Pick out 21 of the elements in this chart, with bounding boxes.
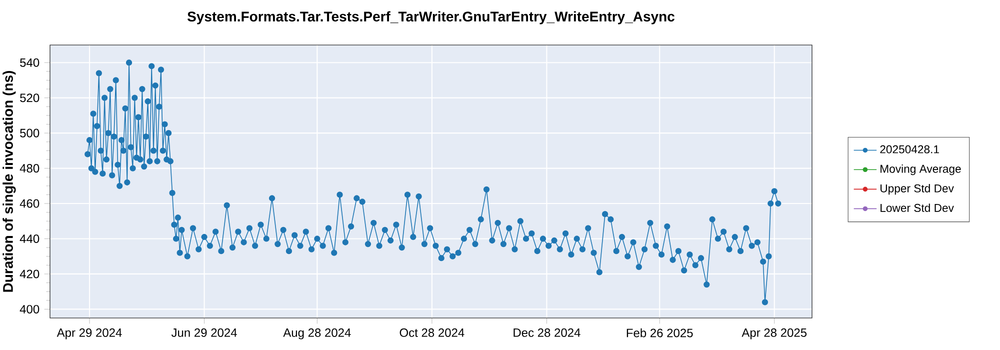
legend-label: Upper Std Dev [880,184,954,195]
x-tick-label: Oct 28 2024 [400,328,464,337]
legend-label: Moving Average [880,164,961,176]
y-tick-label: 480 [20,164,40,173]
x-tick-label: Dec 28 2024 [514,328,580,337]
x-tick-label: Apr 29 2024 [56,328,122,340]
x-tick-label: Jun 29 2024 [171,328,237,337]
y-tick-label: 420 [20,270,40,278]
y-axis-title: Duration of single invocation (ns) [2,70,16,292]
legend-label: 20250428.1 [880,145,939,154]
y-tick-label: 520 [20,94,40,102]
y-tick-label: 460 [20,199,40,208]
x-tick-label: Aug 28 2024 [283,328,351,340]
y-tick-label: 500 [20,128,40,138]
x-tick-label: Apr 28 2025 [742,328,807,340]
y-tick-label: 540 [20,58,40,67]
chart-title: System.Formats.Tar.Tests.Perf_TarWriter.GnuTarEntry_WriteEntry_Async [187,11,674,24]
x-tick-label: Feb 26 2025 [626,328,693,338]
y-tick-label: 400 [20,304,40,314]
legend-label: Lower Std Dev [880,204,954,212]
y-tick-label: 440 [20,234,40,243]
